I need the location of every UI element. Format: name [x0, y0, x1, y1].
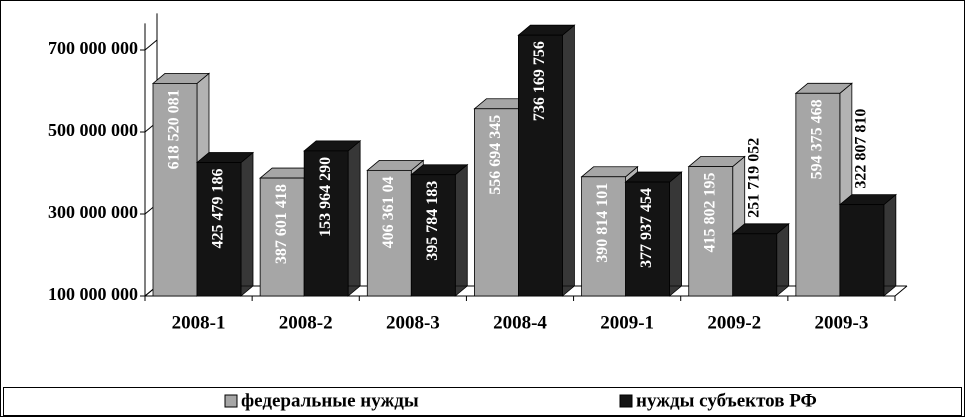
bar — [625, 181, 670, 297]
bar — [688, 166, 734, 297]
data-label: 736 169 756 — [531, 41, 548, 121]
data-label: 251 719 052 — [745, 138, 762, 218]
bar — [303, 150, 349, 297]
data-label: 153 964 290 — [317, 157, 334, 237]
data-label: 406 361 04 — [380, 176, 397, 248]
data-label: 390 814 101 — [594, 183, 611, 263]
x-tick-label: 2009-3 — [815, 312, 869, 333]
y-tick-label: 300 000 000 — [48, 202, 138, 222]
y-tick-label: 500 000 000 — [48, 120, 138, 140]
y-tick-label: 100 000 000 — [48, 284, 138, 304]
data-label: 618 520 081 — [166, 89, 183, 169]
bar — [839, 204, 885, 297]
bar — [152, 83, 198, 297]
legend-label: федеральные нужды — [241, 390, 419, 411]
x-tick-label: 2009-2 — [707, 312, 761, 333]
bar-side — [883, 193, 897, 297]
bar — [795, 92, 841, 297]
bar-side — [454, 163, 468, 297]
x-tick-label: 2008-3 — [386, 312, 440, 333]
legend-swatch — [619, 394, 633, 408]
x-tick-label: 2008-1 — [172, 312, 226, 333]
data-label: 425 479 186 — [210, 169, 227, 249]
legend-label: нужды субъектов РФ — [636, 390, 817, 411]
x-tick-label: 2008-2 — [279, 312, 333, 333]
x-tick-label: 2009-1 — [600, 312, 654, 333]
x-tick-label: 2008-4 — [493, 312, 547, 333]
legend-box — [3, 387, 962, 416]
data-label: 415 802 195 — [701, 173, 718, 253]
bar — [259, 177, 305, 297]
bar-side — [562, 24, 575, 297]
bar — [474, 108, 519, 297]
y-tick-label: 700 000 000 — [48, 38, 138, 58]
legend-swatch — [224, 394, 238, 408]
bar — [196, 162, 242, 297]
data-label: 387 601 418 — [273, 184, 290, 264]
bar-side — [347, 140, 361, 297]
data-label: 322 807 810 — [853, 109, 870, 189]
data-label: 395 784 183 — [424, 181, 441, 261]
wall-tick — [144, 39, 158, 51]
bar — [366, 169, 412, 297]
data-label: 594 375 468 — [809, 99, 826, 179]
bar-side — [669, 171, 682, 297]
bar — [518, 34, 563, 297]
bar — [581, 176, 626, 297]
bar — [410, 174, 456, 297]
bar-side — [240, 151, 254, 297]
bar-side — [776, 222, 790, 297]
data-label: 556 694 345 — [487, 115, 504, 195]
data-label: 377 937 454 — [638, 188, 655, 268]
bar — [732, 233, 778, 297]
